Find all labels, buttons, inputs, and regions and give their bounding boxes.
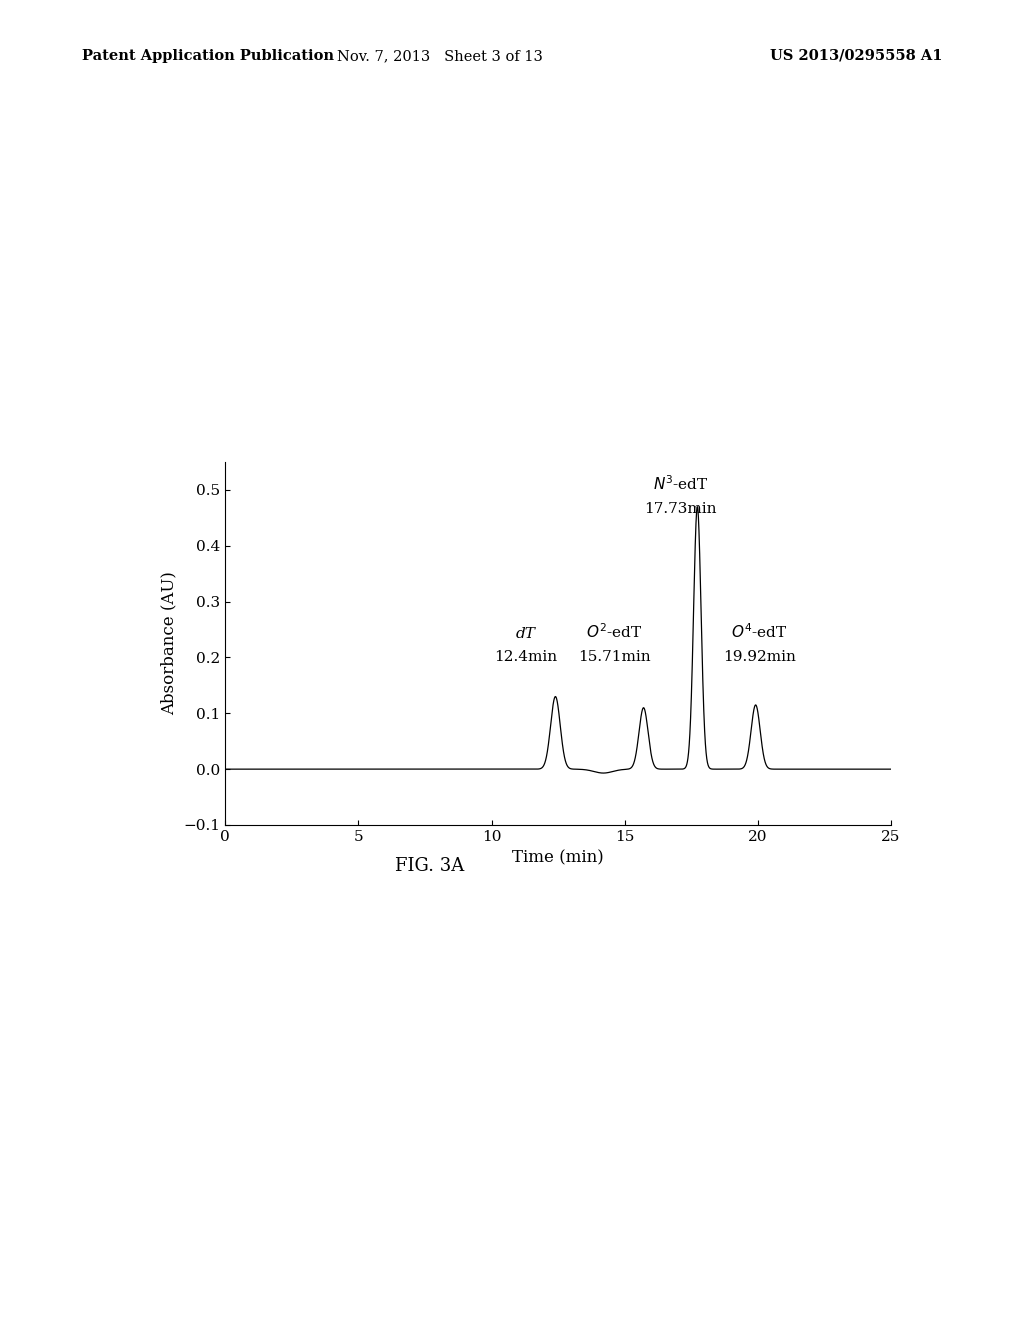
Text: Patent Application Publication: Patent Application Publication (82, 49, 334, 63)
Y-axis label: Absorbance (AU): Absorbance (AU) (161, 572, 178, 715)
Text: 15.71min: 15.71min (578, 651, 650, 664)
Text: $\mathit{O}^2$-edT: $\mathit{O}^2$-edT (586, 622, 642, 642)
Text: US 2013/0295558 A1: US 2013/0295558 A1 (770, 49, 942, 63)
Text: $\mathit{O}^4$-edT: $\mathit{O}^4$-edT (731, 622, 787, 642)
Text: 12.4min: 12.4min (495, 651, 558, 664)
Text: Nov. 7, 2013   Sheet 3 of 13: Nov. 7, 2013 Sheet 3 of 13 (337, 49, 544, 63)
Text: dT: dT (516, 627, 537, 642)
Text: FIG. 3A: FIG. 3A (395, 857, 465, 875)
Text: 17.73min: 17.73min (644, 503, 717, 516)
Text: $\mathit{N}^3$-edT: $\mathit{N}^3$-edT (652, 474, 709, 492)
X-axis label: Time (min): Time (min) (512, 849, 604, 866)
Text: 19.92min: 19.92min (723, 651, 796, 664)
